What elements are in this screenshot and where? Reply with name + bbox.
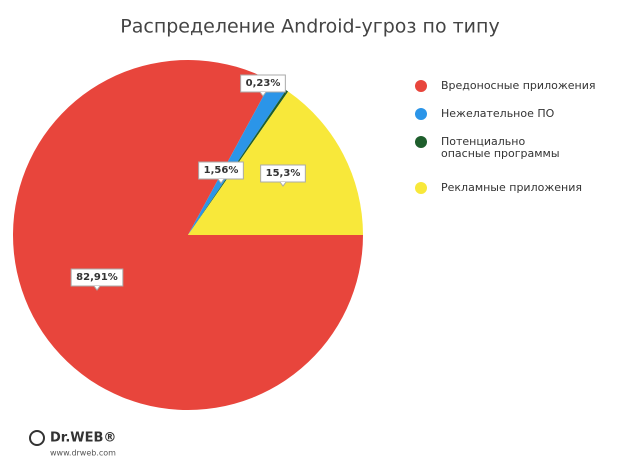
- legend-item: Потенциально опасные программы: [413, 136, 571, 160]
- legend-label: Вредоносные приложения: [441, 79, 596, 92]
- data-label-box: 0,23%: [240, 74, 286, 97]
- legend-item: Вредоносные приложения: [413, 80, 613, 92]
- pie-slice: [188, 81, 287, 235]
- legend-label: Рекламные приложения: [441, 181, 582, 194]
- legend: Вредоносные приложения Нежелательное ПО По…: [413, 80, 613, 194]
- legend-marker: [415, 108, 427, 120]
- data-label: 1,56%: [204, 165, 239, 176]
- label-pointer: [93, 285, 101, 291]
- legend-marker: [415, 80, 427, 92]
- legend-item: Рекламные приложения: [413, 182, 613, 194]
- label-pointer: [259, 91, 267, 97]
- legend-label: Нежелательное ПО: [441, 107, 555, 120]
- pie-slice: [188, 91, 363, 235]
- logo-icon: [29, 430, 45, 446]
- label-pointer: [217, 178, 225, 184]
- url: www.drweb.com: [50, 449, 116, 458]
- data-label-box: 15,3%: [260, 164, 306, 187]
- data-label: 0,23%: [246, 78, 281, 89]
- data-label: 82,91%: [76, 272, 118, 283]
- legend-marker: [415, 136, 427, 148]
- legend-item: Нежелательное ПО: [413, 108, 613, 120]
- data-label-box: 1,56%: [198, 161, 244, 184]
- data-label: 15,3%: [266, 168, 301, 179]
- legend-marker: [415, 182, 427, 194]
- label-pointer: [279, 181, 287, 187]
- pie-slice: [12, 59, 363, 411]
- legend-label: Потенциально опасные программы: [441, 135, 560, 160]
- pie: [12, 59, 363, 411]
- chart-title: Распределение Android-угроз по типу: [120, 16, 499, 38]
- data-label-box: 82,91%: [70, 268, 124, 291]
- labels: 82,91% 1,56% 0,23% 15,3%: [70, 74, 306, 291]
- logo: Dr.WEB®: [50, 431, 116, 446]
